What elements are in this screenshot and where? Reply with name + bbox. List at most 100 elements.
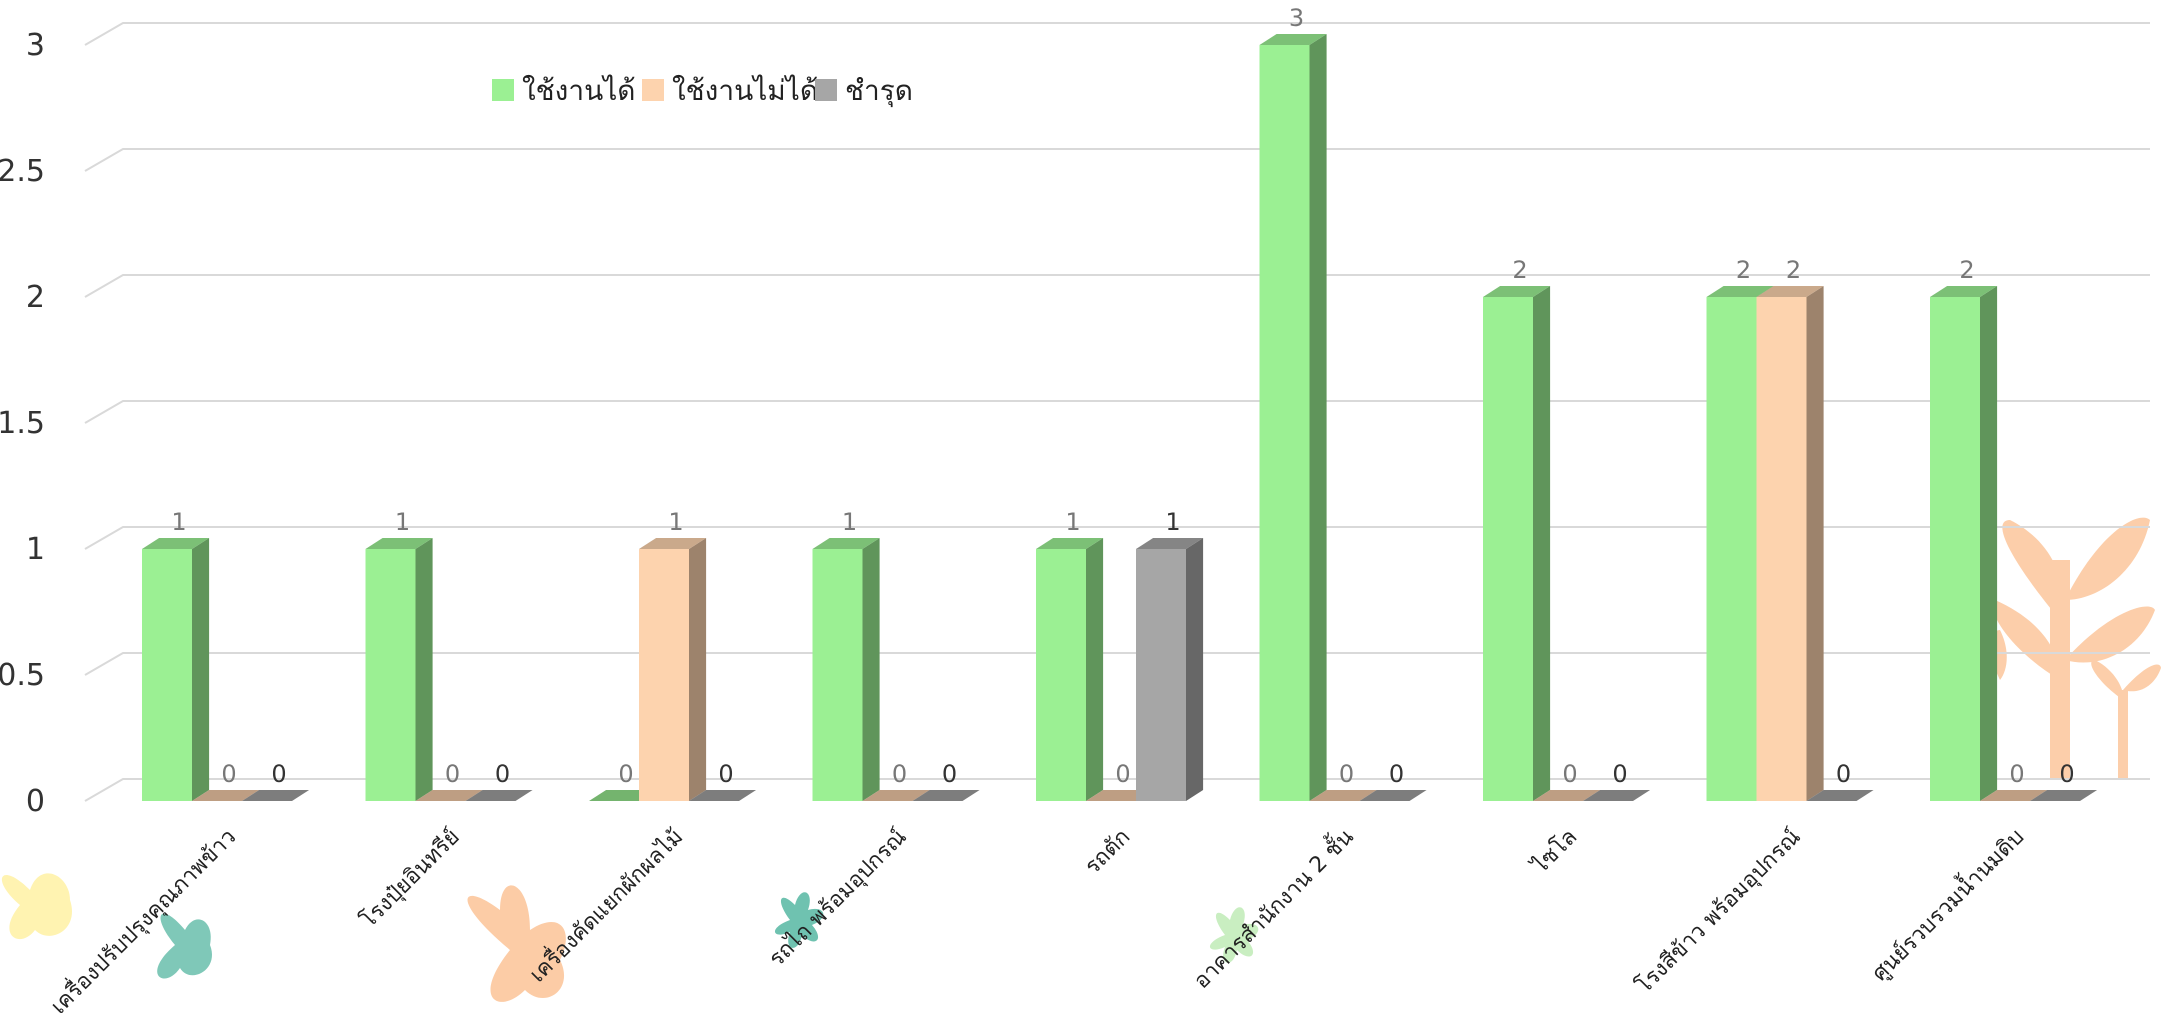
bar-top (1483, 286, 1551, 297)
data-label: 0 (618, 760, 633, 788)
gridline-5 (84, 148, 2150, 172)
bar-top (2030, 790, 2098, 801)
bar-top (639, 538, 707, 549)
bar-top (1756, 286, 1824, 297)
x-tick-label: เครื่องคัดแยกผักผลไม้ (522, 822, 688, 988)
bar-top (812, 538, 880, 549)
bar-front (812, 549, 863, 801)
y-tick-label: 1.5 (0, 406, 45, 441)
bar (812, 538, 880, 801)
x-tick-label: โรงปุ๋ยอินทรีย์ (355, 824, 464, 933)
data-label: 0 (2059, 760, 2074, 788)
bar-side (1980, 286, 1998, 801)
bar-top (1533, 790, 1601, 801)
gridline-6 (84, 22, 2150, 46)
bar-top (1930, 286, 1998, 297)
data-label: 0 (1115, 760, 1130, 788)
flower-teal-icon (774, 892, 824, 948)
bar-top (1583, 790, 1651, 801)
data-label: 2 (1959, 256, 1974, 284)
bar (1036, 538, 1104, 801)
bar (1533, 790, 1601, 801)
data-label: 0 (271, 760, 286, 788)
bar (465, 790, 533, 801)
legend-item: ชำรุด (815, 74, 913, 108)
x-tick-label: โรงสีข้าว พร้อมอุปกรณ์ (1631, 824, 1806, 999)
gridline-4 (84, 274, 2150, 298)
bar-front (639, 549, 689, 801)
bar (1583, 790, 1651, 801)
data-label: 0 (221, 760, 236, 788)
data-label: 2 (1736, 256, 1751, 284)
bar (242, 790, 310, 801)
bar-front (1706, 297, 1757, 801)
gridline-2 (84, 526, 2150, 550)
x-tick-label: รถตัก (1080, 825, 1135, 880)
data-label: 1 (668, 508, 683, 536)
bar (912, 790, 980, 801)
bar (1980, 790, 2048, 801)
bar-top (1806, 790, 1874, 801)
data-label: 3 (1289, 4, 1304, 32)
data-label: 0 (495, 760, 510, 788)
data-label: 0 (1612, 760, 1627, 788)
x-tick-label: อาคารสำนักงาน 2 ชั้น (1186, 822, 1358, 994)
bar (689, 790, 757, 801)
bar-top (1706, 286, 1774, 297)
bar (1259, 34, 1327, 801)
decoration-layer (1, 517, 2161, 1002)
data-label: 2 (1786, 256, 1801, 284)
x-tick-label: ไซโล (1526, 824, 1582, 880)
bar-side (1309, 34, 1327, 801)
bar-side (1533, 286, 1551, 801)
data-labels: 1 0 0 1 0 0 0 1 0 1 0 0 1 0 1 3 0 0 2 0 0 2 2 0 2 0 0 (171, 4, 2074, 788)
data-label: 2 (1512, 256, 1527, 284)
legend: ใช้งานได้ ใช้งานไม่ได้ ชำรุด (492, 74, 913, 108)
bar-top (1259, 34, 1327, 45)
bar-top (862, 790, 930, 801)
tree-decoration-icon (1990, 517, 2161, 780)
bar (142, 538, 210, 801)
bar (2030, 790, 2098, 801)
data-label: 1 (395, 508, 410, 536)
data-label: 0 (1389, 760, 1404, 788)
bar (365, 538, 433, 801)
butterfly-teal-icon (157, 913, 213, 979)
butterfly-peach-icon (467, 885, 566, 1002)
bar-side (1186, 538, 1204, 801)
x-tick-label: ศูนย์รวบรวมน้ำนมดิบ (1865, 822, 2030, 987)
gridline-3 (84, 400, 2150, 424)
x-tick-label: รถไถ พร้อมอุปกรณ์ (764, 824, 912, 972)
bar-front (1259, 45, 1310, 801)
data-label: 0 (2009, 760, 2024, 788)
bar-side (415, 538, 433, 801)
data-label: 1 (1065, 508, 1080, 536)
bar-side (1806, 286, 1824, 801)
data-label: 0 (1562, 760, 1577, 788)
bar-top (1309, 790, 1377, 801)
data-label: 0 (718, 760, 733, 788)
y-tick-label: 1 (26, 532, 45, 567)
bar-top (1036, 538, 1104, 549)
data-label: 0 (1836, 760, 1851, 788)
y-tick-label: 0 (26, 784, 45, 819)
bar (192, 790, 260, 801)
y-tick-label: 3 (26, 28, 45, 63)
x-tick-label: เครื่องปรับปรุงคุณภาพข้าว (44, 822, 242, 1020)
bar-top (1359, 790, 1427, 801)
data-label: 0 (445, 760, 460, 788)
flower-green-icon (1209, 907, 1259, 963)
bar-front (1930, 297, 1980, 801)
data-label: 0 (892, 760, 907, 788)
gridline-0 (84, 778, 2150, 802)
bar-side (862, 538, 880, 801)
bar-top (415, 790, 483, 801)
bar-front (1756, 297, 1807, 801)
bars (142, 34, 2098, 801)
bar (1136, 538, 1204, 801)
legend-item: ใช้งานไม่ได้ (642, 74, 818, 107)
bar-front (142, 549, 192, 801)
bar-top (912, 790, 980, 801)
bar (1309, 790, 1377, 801)
